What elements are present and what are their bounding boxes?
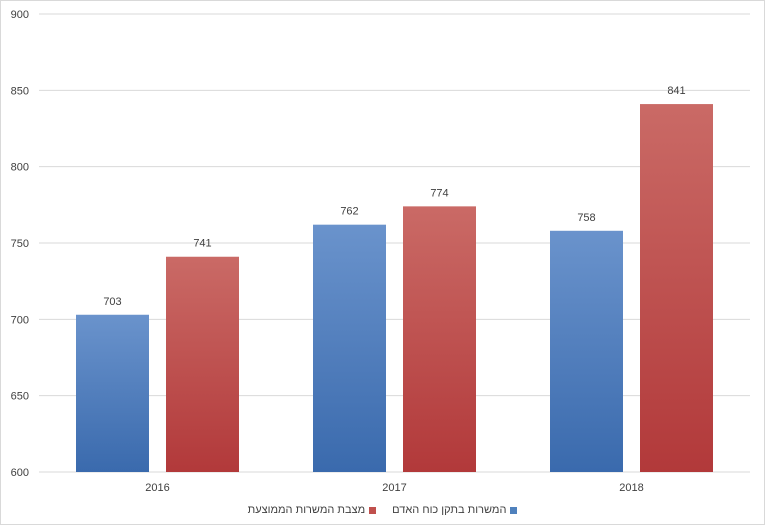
gridlines <box>39 13 750 473</box>
y-tick-label: 850 <box>11 85 29 97</box>
data-label: 741 <box>193 238 211 250</box>
bar-2016-series-1 <box>76 314 149 472</box>
legend: המשרות בתקן כוח האדם מצבת המשרות הממוצעת <box>1 504 764 516</box>
data-label: 762 <box>340 206 358 218</box>
data-label: 703 <box>103 296 121 308</box>
legend-swatch-blue <box>510 506 518 514</box>
y-tick-label: 750 <box>11 238 29 250</box>
legend-label: מצבת המשרות הממוצעת <box>247 504 366 516</box>
y-axis-ticks: 600 650 700 750 800 850 900 <box>11 9 29 479</box>
legend-label: המשרות בתקן כוח האדם <box>392 504 507 516</box>
y-tick-label: 650 <box>11 391 29 403</box>
data-label: 841 <box>667 85 685 97</box>
y-tick-label: 600 <box>11 467 29 479</box>
y-tick-label: 900 <box>11 9 29 21</box>
data-labels: 703 741 762 774 758 841 <box>103 85 685 308</box>
bars <box>76 104 713 473</box>
legend-item-series-1: המשרות בתקן כוח האדם <box>392 504 518 516</box>
bar-2017-series-2 <box>403 206 476 473</box>
data-label: 758 <box>577 212 595 224</box>
bar-2018-series-1 <box>550 230 623 472</box>
bar-2017-series-1 <box>313 224 386 472</box>
bar-2016-series-2 <box>166 256 239 472</box>
y-tick-label: 700 <box>11 314 29 326</box>
legend-item-series-2: מצבת המשרות הממוצעת <box>248 504 377 516</box>
bar-2018-series-2 <box>640 104 713 472</box>
y-tick-label: 800 <box>11 162 29 174</box>
x-axis-ticks: 2016 2017 2018 <box>145 482 643 494</box>
x-tick-label: 2016 <box>145 482 169 494</box>
x-tick-label: 2017 <box>382 482 406 494</box>
x-tick-label: 2018 <box>619 482 643 494</box>
data-label: 774 <box>430 187 448 199</box>
legend-swatch-red <box>369 506 377 514</box>
